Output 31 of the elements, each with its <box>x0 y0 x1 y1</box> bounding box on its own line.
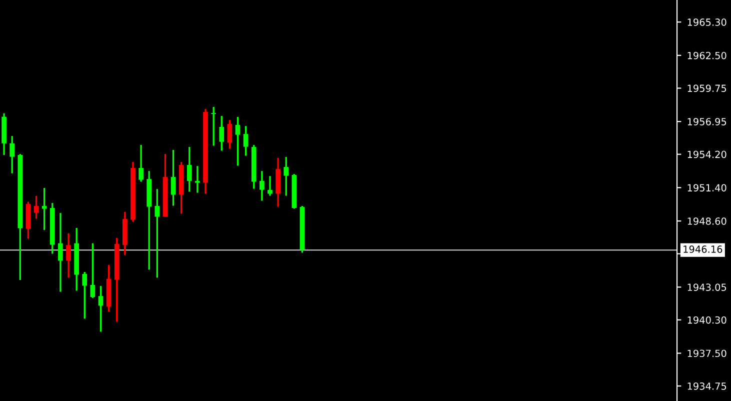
candlestick <box>170 149 176 207</box>
candlestick <box>227 119 232 150</box>
candlestick <box>154 188 160 279</box>
candlestick <box>34 195 39 220</box>
y-tick-label: 1965.30 <box>688 18 726 26</box>
candlestick <box>284 156 289 197</box>
y-tick-label: 1954.20 <box>688 150 726 158</box>
candlestick <box>66 232 71 279</box>
y-tick-label: 1951.40 <box>688 184 726 192</box>
candlestick <box>219 115 224 152</box>
y-tick-label: 1940.30 <box>688 316 726 324</box>
candlestick <box>138 144 144 183</box>
candlestick <box>90 242 96 299</box>
y-tick-label: 1962.50 <box>688 52 726 60</box>
ref-line-label: 1946.16 <box>684 246 722 253</box>
y-tick-label: 1956.95 <box>688 118 726 126</box>
candlestick <box>98 285 104 332</box>
candlestick <box>82 271 88 320</box>
candlestick <box>10 135 15 174</box>
candlestick <box>268 175 272 197</box>
candlestick <box>211 106 216 147</box>
candlestick <box>58 212 63 293</box>
y-tick-label: 1937.50 <box>688 350 726 358</box>
candlestick <box>186 146 192 193</box>
y-tick-label: 1934.75 <box>688 382 726 390</box>
candlestick <box>260 170 264 202</box>
y-tick-label: 1948.60 <box>688 217 726 225</box>
candlestick <box>235 116 240 167</box>
candlestick <box>243 125 248 157</box>
y-tick-label: 1943.05 <box>688 284 726 291</box>
y-tick-label: 1959.75 <box>688 84 726 92</box>
